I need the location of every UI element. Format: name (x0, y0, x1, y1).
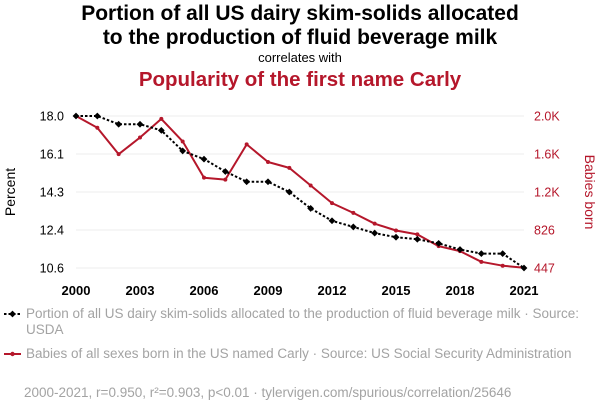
data-point-skim-solids (499, 250, 507, 258)
data-point-skim-solids (328, 217, 336, 225)
data-point-skim-solids (93, 112, 101, 120)
chart-title-line2: to the production of fluid beverage milk (102, 26, 498, 49)
y-left-tick-label: 10.6 (40, 262, 64, 276)
data-point-carly (202, 175, 206, 180)
chart-title: Portion of all US dairy skim-solids allo… (0, 2, 600, 50)
data-point-skim-solids (200, 155, 208, 163)
x-tick-label: 2021 (510, 283, 539, 298)
data-point-skim-solids (456, 246, 464, 253)
data-point-skim-solids (179, 147, 187, 155)
y-right-tick-label: 1.2K (534, 186, 560, 200)
data-point-carly (308, 183, 313, 188)
x-tick-label: 2015 (382, 283, 411, 298)
data-point-carly (351, 210, 356, 215)
x-tick-label: 2012 (318, 283, 347, 298)
data-point-skim-solids (157, 126, 165, 134)
data-point-carly (372, 221, 377, 226)
data-point-carly (287, 165, 292, 170)
data-point-carly (500, 263, 505, 268)
x-tick-label: 2003 (126, 283, 155, 298)
data-point-skim-solids (392, 233, 400, 241)
y-left-tick-label: 16.1 (40, 148, 64, 162)
data-point-carly (116, 152, 121, 157)
data-point-carly (95, 125, 100, 130)
x-tick-label: 2009 (254, 283, 283, 298)
data-point-skim-solids (435, 239, 443, 247)
data-point-carly (266, 160, 270, 165)
x-tick-labels: 2000 2003 2006 2009 2012 2015 2018 2021 (62, 283, 539, 298)
y-right-tick-label: 1.6K (534, 148, 560, 162)
chart-subtitle: Popularity of the first name Carly (138, 68, 462, 91)
y-right-tick-labels: 2.0K 1.6K 1.2K 826 447 (534, 110, 560, 276)
data-point-carly (415, 232, 420, 237)
legend-marker-carly-point (10, 351, 15, 357)
footer-stats: 2000-2021, r=0.950, r²=0.903, p<0.01 · t… (24, 385, 512, 400)
gridlines (76, 115, 524, 269)
legend-label-carly: Babies of all sexes born in the US named… (26, 346, 572, 361)
legend-label-skim-solids: Portion of all US dairy skim-solids allo… (26, 306, 580, 337)
data-point-carly (138, 135, 142, 140)
series-line-skim-solids (76, 115, 525, 269)
data-point-carly (159, 116, 164, 121)
data-point-carly (180, 139, 185, 144)
x-tick-label: 2018 (446, 283, 475, 298)
data-point-skim-solids (115, 120, 123, 128)
data-point-carly (244, 142, 249, 147)
y-right-tick-label: 447 (534, 262, 555, 276)
data-point-skim-solids (136, 120, 144, 128)
data-point-skim-solids (413, 235, 421, 243)
data-point-skim-solids (371, 229, 379, 237)
y-left-tick-labels: 18.0 16.1 14.3 12.4 10.6 (40, 110, 64, 276)
y-right-axis-label: Babies born (582, 155, 598, 230)
data-point-skim-solids (349, 223, 357, 231)
y-left-tick-label: 18.0 (40, 110, 64, 124)
y-left-tick-label: 12.4 (40, 224, 64, 238)
correlates-label: correlates with (258, 50, 342, 65)
x-tick-label: 2006 (190, 283, 219, 298)
data-point-skim-solids (243, 178, 251, 186)
data-point-carly (394, 228, 398, 233)
y-right-tick-label: 826 (534, 224, 555, 238)
data-point-skim-solids (221, 168, 229, 175)
data-point-skim-solids (477, 250, 485, 258)
data-point-skim-solids (285, 188, 293, 196)
x-tick-label: 2000 (62, 283, 91, 298)
legend-marker-skim-solids-point (9, 310, 16, 318)
data-point-carly (223, 177, 228, 182)
data-point-carly (330, 201, 334, 206)
y-left-axis-label: Percent (2, 168, 18, 216)
data-point-skim-solids (264, 178, 272, 186)
y-right-tick-label: 2.0K (534, 110, 560, 124)
legend-markers (4, 310, 21, 357)
data-point-skim-solids (307, 205, 315, 212)
chart-title-line1: Portion of all US dairy skim-solids allo… (81, 2, 519, 25)
y-left-tick-label: 14.3 (40, 186, 64, 200)
data-point-carly (479, 259, 484, 264)
data-point-skim-solids (72, 112, 80, 120)
